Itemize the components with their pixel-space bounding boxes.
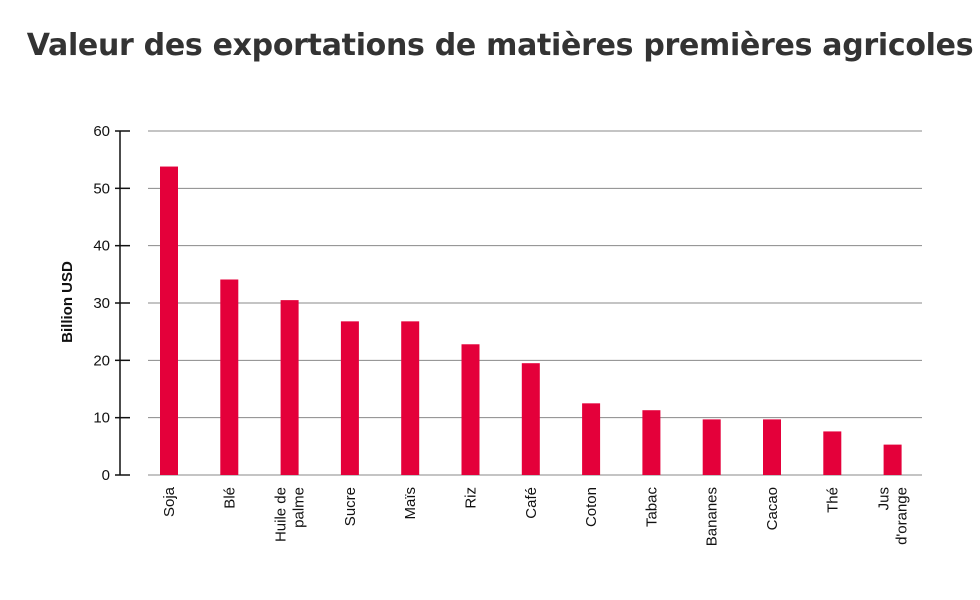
bar-riz xyxy=(461,344,480,475)
bar-jus-d-orange xyxy=(883,444,902,475)
y-tick-label: 10 xyxy=(93,410,110,427)
x-tick-label: Riz xyxy=(463,487,480,509)
labels: 0 10 20 30 40 50 60 Soja Blé Huile de palme Sucre Ma… xyxy=(93,123,910,546)
bar-huile-de-palme xyxy=(280,300,299,475)
bar-bananes xyxy=(702,419,721,475)
x-tick-label: palme xyxy=(291,487,308,528)
x-tick-label: Coton xyxy=(583,487,600,527)
x-tick-label: Bananes xyxy=(704,487,721,546)
x-tick-label: Thé xyxy=(824,487,841,513)
x-tick-label: Café xyxy=(523,487,540,519)
x-tick-label: Jus xyxy=(876,487,893,510)
y-tick-label: 60 xyxy=(93,123,110,140)
x-tick-label: Blé xyxy=(221,487,238,509)
x-tick-label: Huile de xyxy=(273,487,290,542)
x-tick-label: d'orange xyxy=(894,487,911,545)
y-tick-label: 50 xyxy=(93,180,110,197)
x-tick-label: Cacao xyxy=(764,487,781,530)
x-tick-label: Maïs xyxy=(402,487,419,520)
bar-tabac xyxy=(642,410,661,475)
y-tick-label: 30 xyxy=(93,295,110,312)
bar-coton xyxy=(582,403,601,475)
axes xyxy=(115,130,130,476)
x-tick-label: Tabac xyxy=(643,487,660,528)
bar-cacao xyxy=(763,419,781,475)
bar-caf- xyxy=(521,363,540,475)
bar-soja xyxy=(160,166,178,475)
y-tick-label: 20 xyxy=(93,352,110,369)
bar-th- xyxy=(823,431,842,475)
chart-title: Valeur des exportations de matières prem… xyxy=(26,28,974,63)
x-tick-label: Sucre xyxy=(342,487,359,526)
bar-bl- xyxy=(220,279,239,475)
y-tick-label: 0 xyxy=(102,467,110,484)
bars xyxy=(160,166,902,475)
bar-sucre xyxy=(340,321,359,475)
x-tick-label: Soja xyxy=(161,486,178,517)
y-axis-label: Billion USD xyxy=(59,261,76,343)
bar-ma-s xyxy=(401,321,420,475)
y-tick-label: 40 xyxy=(93,238,110,255)
